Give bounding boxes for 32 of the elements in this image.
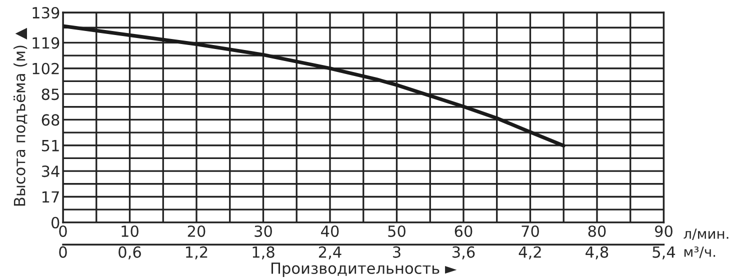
x2-tick-label: 1,8 — [252, 246, 274, 260]
x-tick-label: 20 — [188, 225, 206, 238]
x-tick-label: 60 — [454, 225, 472, 238]
x-tick-label: 30 — [254, 225, 272, 238]
text: м³/ч. — [684, 246, 716, 258]
x2-tick-label: 3 — [393, 246, 400, 258]
y-tick-label: 102 — [32, 62, 59, 74]
x2-tick-label: 4,8 — [586, 246, 608, 260]
x-tick-label: 10 — [122, 225, 138, 238]
text: л/мин. — [684, 228, 728, 240]
x-tick-label: 90 — [654, 225, 672, 238]
y-tick-label: 68 — [42, 114, 60, 126]
x2-tick-label: 1,2 — [186, 246, 208, 260]
x2-tick-label: 0 — [59, 246, 67, 258]
x2-tick-label: 2,4 — [318, 246, 342, 260]
y-tick-label: 119 — [32, 37, 60, 49]
x2-tick-label: 4,2 — [518, 246, 541, 260]
x-tick-label: 50 — [388, 225, 406, 238]
x2-tick-label: 3,6 — [452, 246, 475, 260]
x2-tick-label: 0,6 — [118, 246, 141, 260]
y-tick-label: 85 — [42, 88, 59, 100]
y-tick-label: 139 — [32, 6, 60, 19]
y-tick-label: 34 — [42, 166, 60, 178]
x-tick-label: 40 — [321, 225, 339, 238]
x2-tick-label: 5,4 — [652, 246, 676, 260]
x-tick-label: 70 — [522, 225, 539, 238]
y-tick-label: 0 — [52, 216, 60, 228]
y-tick-label: 17 — [42, 191, 59, 203]
y-axis-title: Высота подъёма (м) ▲ — [14, 28, 28, 206]
y-tick-label: 51 — [42, 140, 59, 152]
x-axis-title: Производительность ► — [272, 262, 457, 277]
x-tick-label: 80 — [588, 225, 606, 238]
